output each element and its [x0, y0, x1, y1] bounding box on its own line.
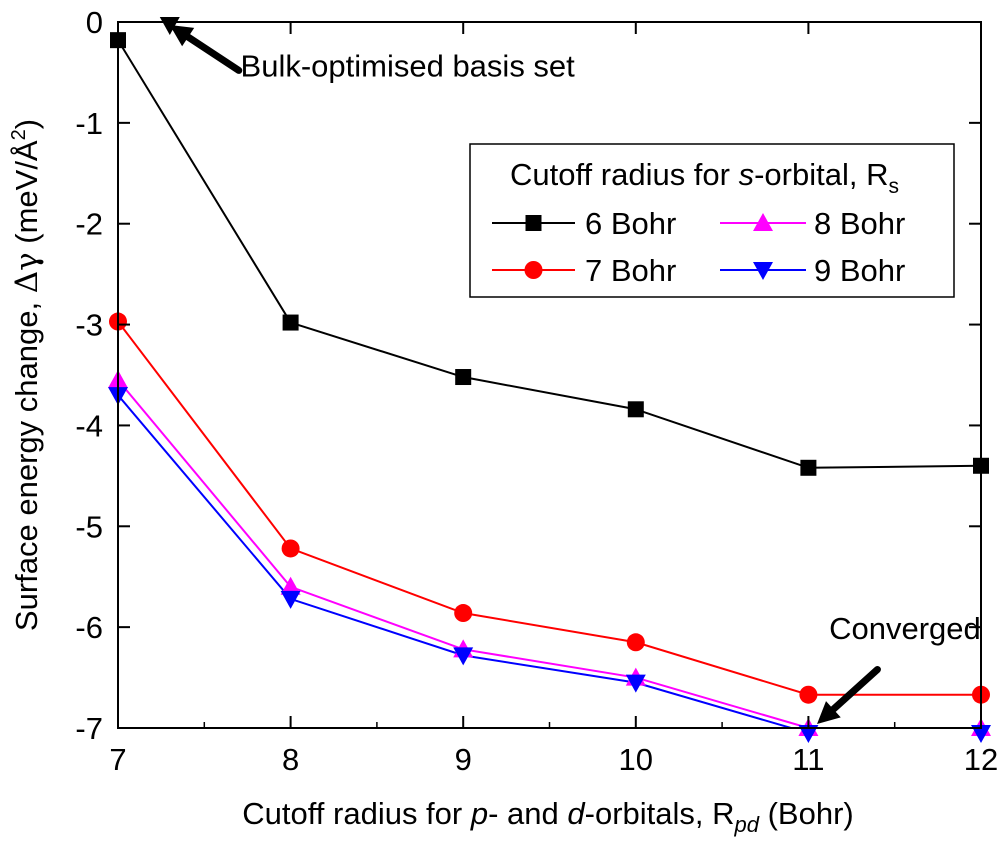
data-point-7-bohr-9 [454, 604, 473, 623]
data-point-9-bohr-12 [971, 725, 991, 744]
data-point-9-bohr-10 [625, 674, 646, 693]
legend-label-6-bohr: 6 Bohr [585, 206, 676, 241]
y-tick-label-5: -5 [75, 509, 103, 544]
legend-symbol-8-bohr [753, 213, 773, 231]
data-point-9-bohr-11 [798, 725, 819, 744]
legend-title: Cutoff radius for s-orbital, Rs [510, 157, 899, 198]
data-point-9-bohr-8 [280, 590, 301, 609]
legend-item-8-bohr: 8 Bohr [720, 206, 905, 241]
y-tick-label-1: -1 [75, 106, 103, 141]
data-point-8-bohr-8 [280, 576, 301, 595]
y-tick-label-3: -3 [75, 308, 103, 343]
legend-symbol-6-bohr [525, 215, 542, 231]
series-line-7-bohr [118, 320, 981, 696]
y-tick-label-2: -2 [75, 207, 103, 242]
annotation-converged: Converged [829, 611, 981, 646]
legend: Cutoff radius for s-orbital, Rs 6 Bohr 8… [469, 143, 955, 298]
legend-marker-6-bohr [525, 215, 542, 231]
x-tick-label-11: 11 [792, 742, 824, 777]
x-tick-label-8: 8 [282, 742, 299, 777]
x-axis-label: Cutoff radius for p- and d-orbitals, Rpd… [242, 796, 854, 837]
x-tick-label-7: 7 [109, 742, 126, 777]
legend-symbol-9-bohr [753, 262, 773, 280]
legend-item-7-bohr: 7 Bohr [492, 253, 676, 288]
y-tick-label-0: 0 [86, 5, 103, 40]
data-point-6-bohr-9 [455, 369, 472, 386]
data-point-6-bohr-11 [800, 459, 817, 476]
legend-label-7-bohr: 7 Bohr [585, 253, 676, 288]
data-point-9-bohr-9 [453, 647, 474, 666]
annotation-arrowhead-converged [817, 701, 841, 724]
x-tick-label-10: 10 [619, 742, 653, 777]
data-point-6-bohr-8 [282, 314, 299, 331]
series-line-6-bohr [118, 39, 981, 469]
legend-marker-7-bohr [524, 261, 543, 279]
y-tick-label-4: -4 [75, 408, 103, 443]
legend-item-9-bohr: 9 Bohr [720, 253, 905, 288]
x-tick-label-9: 9 [455, 742, 472, 777]
x-tick-label-12: 12 [964, 742, 998, 777]
y-tick-label-7: -7 [75, 711, 103, 746]
annotation-bulk-optimised-basis-set: Bulk-optimised basis set [241, 48, 576, 83]
data-point-7-bohr-10 [626, 633, 645, 652]
y-axis-label: Surface energy change, Δγ (meV/Å2) [8, 119, 45, 631]
legend-marker-9-bohr [753, 262, 773, 280]
annotation-arrow-converged [829, 666, 881, 713]
data-point-7-bohr-8 [281, 539, 300, 558]
legend-item-6-bohr: 6 Bohr [492, 206, 676, 241]
legend-marker-8-bohr [753, 213, 773, 231]
y-tick-label-6: -6 [75, 610, 103, 645]
data-point-7-bohr-11 [799, 685, 818, 704]
series-line-9-bohr [118, 394, 795, 728]
plot-frame [117, 21, 982, 729]
legend-label-9-bohr: 9 Bohr [814, 253, 905, 288]
annotation-arrow-bulk-optimised-basis-set [184, 33, 243, 74]
legend-label-8-bohr: 8 Bohr [814, 206, 905, 241]
legend-frame [469, 143, 955, 298]
series-line-8-bohr [118, 379, 981, 728]
legend-symbol-7-bohr [524, 261, 543, 279]
annotation-arrowhead-bulk-optimised-basis-set [169, 25, 195, 47]
data-point-6-bohr-10 [627, 401, 644, 418]
